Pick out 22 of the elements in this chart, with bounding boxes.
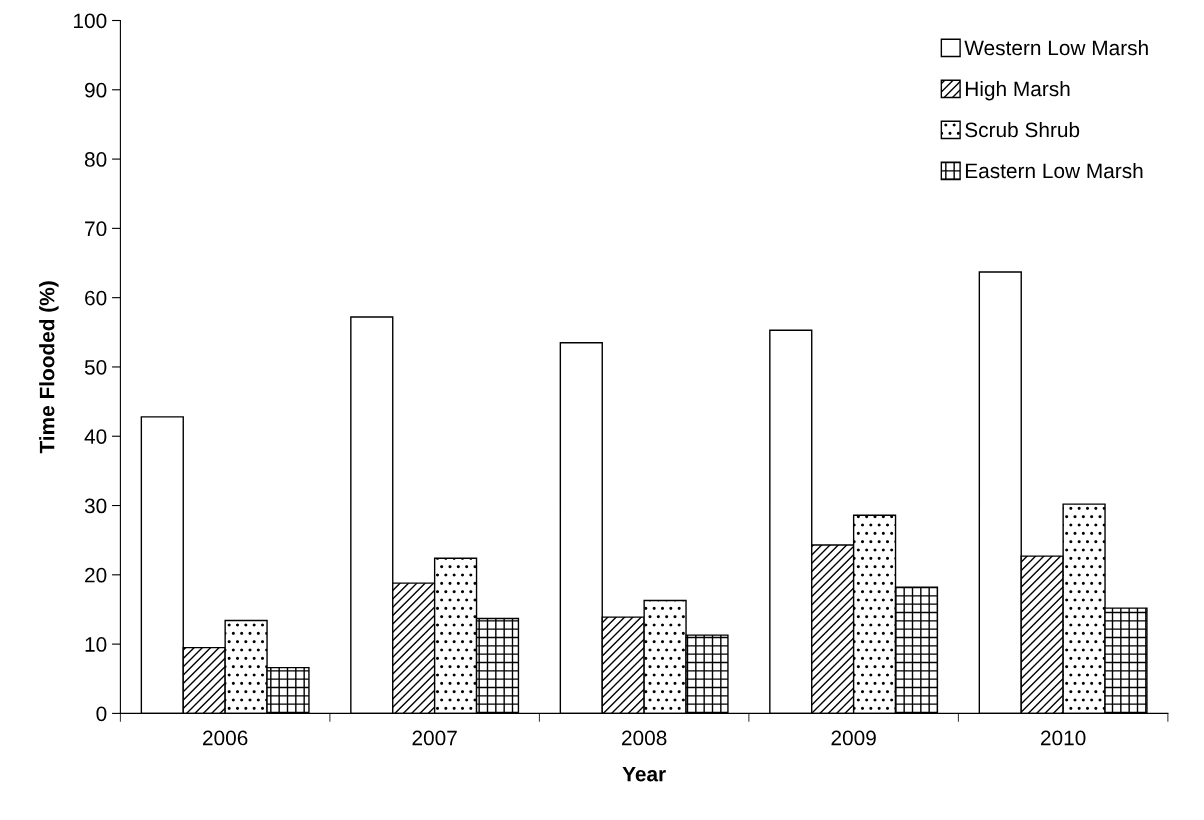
legend-label: Scrub Shrub <box>965 121 1080 138</box>
x-axis-title: Year <box>622 766 666 782</box>
y-tick-label: 10 <box>85 637 107 652</box>
x-tick-label: 2006 <box>203 730 248 746</box>
legend-label: Western Low Marsh <box>964 39 1148 56</box>
y-tick-label: 80 <box>84 152 107 167</box>
x-tick-label: 2009 <box>831 730 876 746</box>
legend-label: Eastern Low Marsh <box>965 162 1143 179</box>
y-tick-label: 0 <box>96 706 107 722</box>
y-tick-label: 20 <box>85 567 107 583</box>
y-axis-title: Time Flooded (%) <box>39 281 59 454</box>
y-tick-label: 70 <box>85 221 107 237</box>
legend-label: High Marsh <box>965 80 1070 101</box>
y-tick-label: 60 <box>85 290 107 306</box>
y-tick-label: 30 <box>84 498 107 514</box>
y-tick-label: 40 <box>84 429 107 444</box>
x-tick-label: 2008 <box>622 730 667 746</box>
x-tick-label: 2007 <box>412 730 457 746</box>
y-tick-label: 100 <box>74 13 107 29</box>
y-tick-label: 50 <box>84 359 107 375</box>
x-tick-label: 2010 <box>1041 730 1086 746</box>
y-tick-label: 90 <box>85 82 107 98</box>
